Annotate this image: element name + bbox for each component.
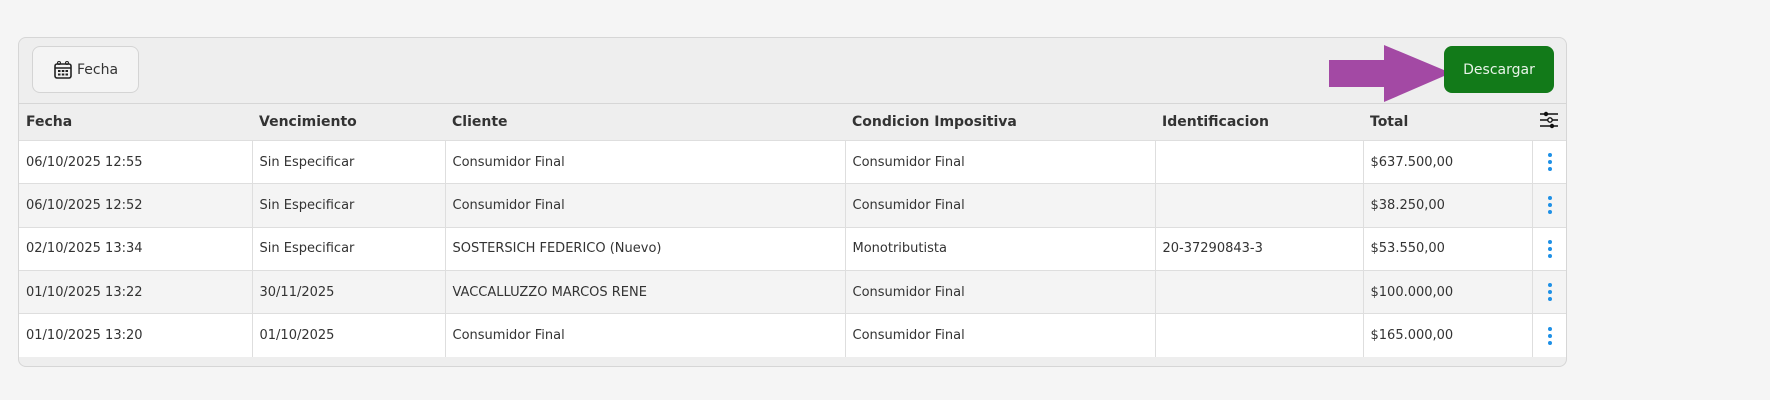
row-actions-button[interactable] [1532,183,1566,228]
cell-total: $165.000,00 [1363,313,1533,357]
cell-condicion: Consumidor Final [845,269,1156,314]
cell-condicion: Consumidor Final [845,313,1156,357]
cell-fecha: 06/10/2025 12:55 [19,139,253,184]
cell-fecha: 06/10/2025 12:52 [19,183,253,228]
cell-total: $53.550,00 [1363,226,1533,271]
row-actions-button[interactable] [1532,269,1566,314]
column-header-identificacion[interactable]: Identificacion [1155,103,1363,141]
annotation-arrow-icon [1329,45,1451,102]
row-actions-button[interactable] [1532,226,1566,271]
more-vertical-icon [1540,153,1562,172]
cell-cliente: Consumidor Final [445,139,846,184]
cell-identificacion [1155,183,1364,228]
table-row[interactable]: 06/10/2025 12:52 Sin Especificar Consumido… [19,183,1566,228]
cell-condicion: Consumidor Final [845,183,1156,228]
cell-cliente: Consumidor Final [445,313,846,357]
cell-identificacion [1155,139,1364,184]
cell-fecha: 02/10/2025 13:34 [19,226,253,271]
cell-cliente: Consumidor Final [445,183,846,228]
more-vertical-icon [1540,239,1562,258]
table-row[interactable]: 06/10/2025 12:55 Sin Especificar Consumido… [19,139,1566,184]
cell-vencimiento: Sin Especificar [252,183,446,228]
sliders-icon [1540,111,1558,129]
invoices-panel: Fecha Descargar Fecha Vencimiento Client… [18,37,1567,367]
column-settings-button[interactable] [1532,103,1566,141]
column-header-fecha[interactable]: Fecha [19,103,252,141]
cell-condicion: Monotributista [845,226,1156,271]
table-header: Fecha Vencimiento Cliente Condicion Impo… [19,103,1566,141]
cell-vencimiento: 30/11/2025 [252,269,446,314]
table-row[interactable]: 01/10/2025 13:22 30/11/2025 VACCALLUZZO MA… [19,269,1566,314]
cell-fecha: 01/10/2025 13:20 [19,313,253,357]
cell-fecha: 01/10/2025 13:22 [19,269,253,314]
column-header-total[interactable]: Total [1363,103,1532,141]
cell-vencimiento: Sin Especificar [252,139,446,184]
column-header-vencimiento[interactable]: Vencimiento [252,103,445,141]
column-header-cliente[interactable]: Cliente [445,103,845,141]
table-row[interactable]: 02/10/2025 13:34 Sin Especificar SOSTERSIC… [19,226,1566,271]
cell-total: $38.250,00 [1363,183,1533,228]
toolbar: Fecha Descargar [19,38,1566,103]
date-filter-button[interactable]: Fecha [32,46,139,93]
cell-total: $637.500,00 [1363,139,1533,184]
more-vertical-icon [1540,326,1562,345]
column-header-condicion[interactable]: Condicion Impositiva [845,103,1155,141]
cell-cliente: SOSTERSICH FEDERICO (Nuevo) [445,226,846,271]
more-vertical-icon [1540,196,1562,215]
table-row[interactable]: 01/10/2025 13:20 01/10/2025 Consumidor Fin… [19,313,1566,357]
more-vertical-icon [1540,283,1562,302]
invoices-table: Fecha Vencimiento Cliente Condicion Impo… [19,103,1566,357]
row-actions-button[interactable] [1532,139,1566,184]
cell-cliente: VACCALLUZZO MARCOS RENE [445,269,846,314]
cell-identificacion [1155,269,1364,314]
calendar-icon [54,60,72,79]
cell-identificacion: 20-37290843-3 [1155,226,1364,271]
cell-identificacion [1155,313,1364,357]
download-button[interactable]: Descargar [1444,46,1554,93]
row-actions-button[interactable] [1532,313,1566,357]
cell-vencimiento: 01/10/2025 [252,313,446,357]
cell-condicion: Consumidor Final [845,139,1156,184]
cell-total: $100.000,00 [1363,269,1533,314]
cell-vencimiento: Sin Especificar [252,226,446,271]
date-filter-label: Fecha [76,61,119,78]
